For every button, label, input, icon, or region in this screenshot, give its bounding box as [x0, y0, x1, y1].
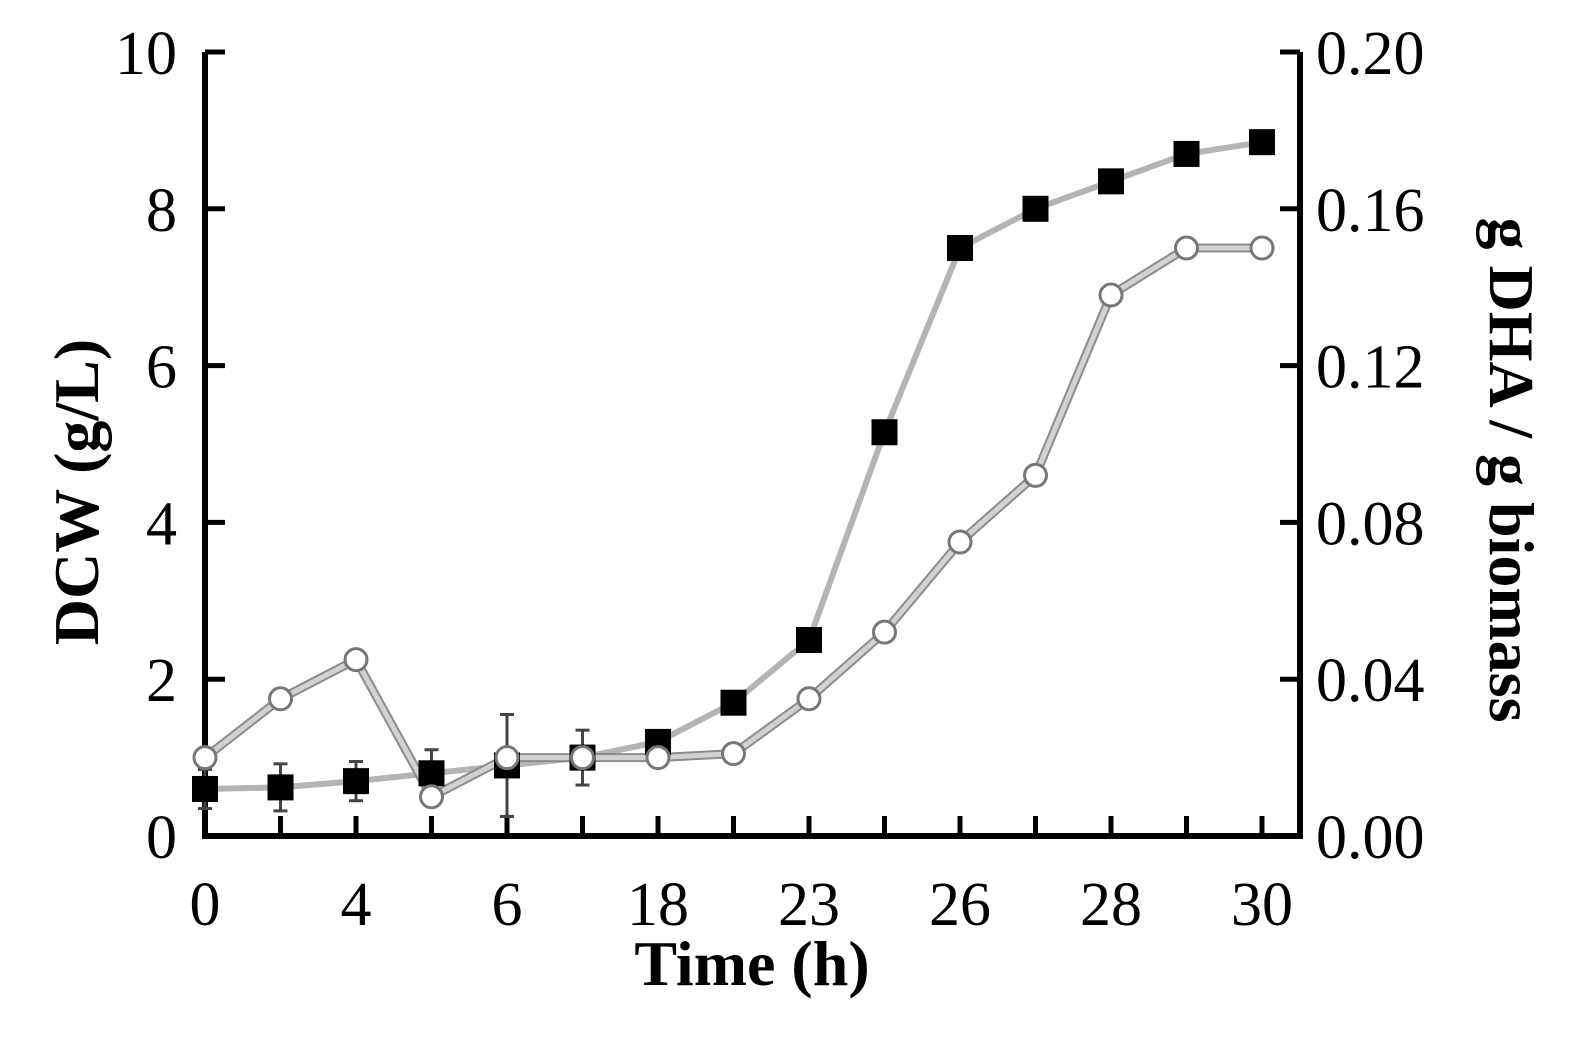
- dcw-point: [343, 768, 369, 795]
- dha-point: [796, 686, 822, 712]
- y-axis-left-title: DCW (g/L): [41, 339, 112, 645]
- dcw-point: [947, 235, 973, 261]
- dha-point: [947, 529, 973, 555]
- x-tick-label: 28: [1080, 871, 1142, 939]
- y-tick-label-right: 0.16: [1316, 177, 1425, 245]
- y-tick-label-left: 10: [115, 20, 177, 88]
- dcw-point: [418, 760, 445, 787]
- y-axis-right-title: g DHA / g biomass: [1476, 218, 1547, 723]
- dha-point: [494, 745, 520, 771]
- x-tick-label: 23: [778, 871, 840, 939]
- y-tick-label-right: 0.00: [1316, 804, 1425, 872]
- x-tick-label: 4: [341, 871, 372, 939]
- dha-point: [721, 741, 746, 767]
- y-tick-label-left: 8: [146, 177, 177, 245]
- x-tick-label: 30: [1231, 871, 1293, 939]
- dha-point: [1249, 235, 1275, 261]
- dha-point: [419, 784, 444, 810]
- series: [192, 129, 1275, 818]
- y-tick-label-right: 0.08: [1316, 490, 1425, 558]
- dha-point: [192, 745, 218, 771]
- x-tick-label: 26: [929, 871, 991, 939]
- dcw-point: [192, 775, 218, 802]
- y-tick-label-right: 0.12: [1316, 334, 1425, 402]
- tick-labels: 0 2 4 6 8 10 0.00 0.04 0.08 0.12 0.16 0.20 0 4 6 18 23 26…: [115, 20, 1425, 939]
- dcw-point: [796, 627, 822, 653]
- y-tick-label-left: 2: [146, 647, 177, 715]
- y-tick-label-right: 0.04: [1316, 647, 1425, 715]
- dcw-point: [720, 689, 747, 716]
- dcw-point: [1249, 129, 1275, 156]
- dcw-point: [1098, 168, 1124, 195]
- y-tick-label-left: 4: [146, 490, 177, 558]
- y-tick-label-left: 0: [146, 804, 177, 872]
- dha-point: [872, 619, 897, 645]
- dha-point: [1174, 235, 1199, 261]
- ticks: [202, 49, 1300, 839]
- dha-point: [570, 745, 595, 771]
- y-tick-label-left: 6: [146, 334, 177, 402]
- x-tick-label: 0: [190, 871, 221, 939]
- dha-point: [268, 686, 293, 712]
- y-tick-label-right: 0.20: [1316, 20, 1425, 88]
- x-tick-label: 6: [492, 871, 523, 939]
- x-tick-label: 18: [627, 871, 689, 939]
- dcw-point: [871, 419, 898, 446]
- dha-point: [343, 647, 369, 673]
- dcw-point: [1173, 140, 1200, 167]
- x-axis-title: Time (h): [634, 928, 869, 999]
- axes: [202, 52, 1303, 839]
- dha-point: [1023, 462, 1048, 488]
- dha-point: [1098, 282, 1124, 308]
- dcw-point: [267, 774, 294, 801]
- dcw-point: [1022, 195, 1049, 222]
- dha-point: [645, 745, 671, 771]
